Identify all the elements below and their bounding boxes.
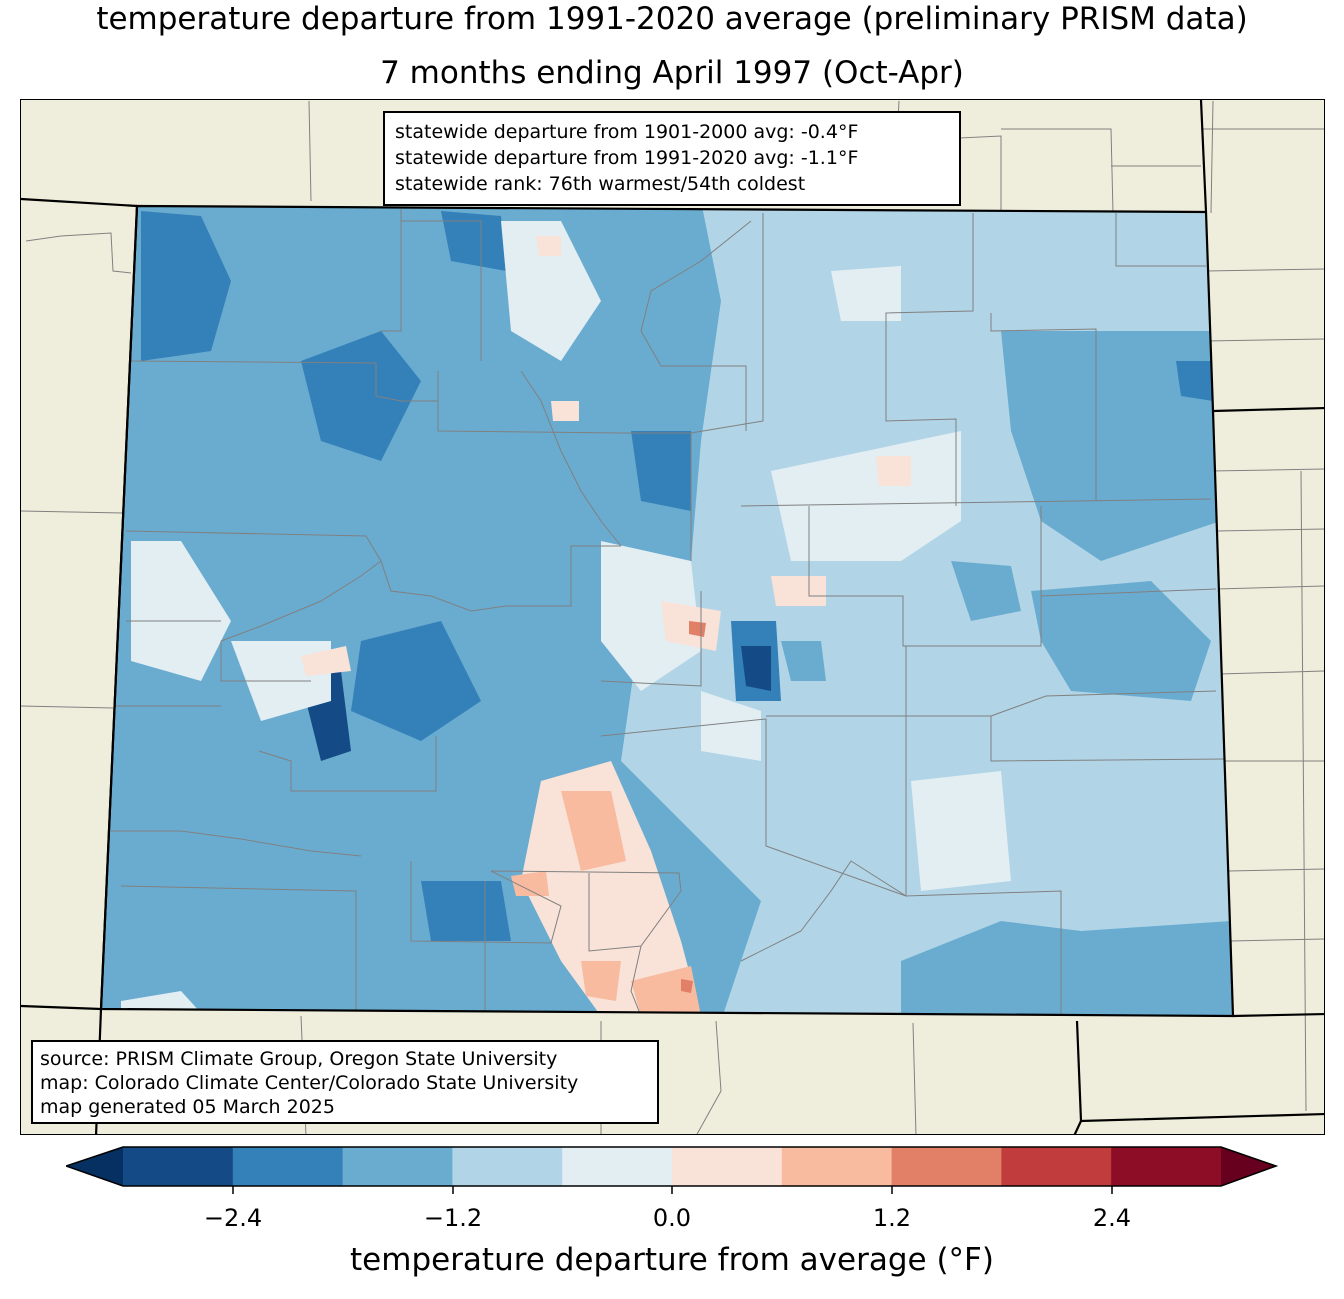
colorbar-bin (891, 1147, 1002, 1186)
stats-line-1: statewide departure from 1901-2000 avg: … (395, 121, 859, 143)
colorbar-bin (1111, 1147, 1222, 1186)
colorbar-tick-label: −1.2 (423, 1204, 483, 1232)
colorbar-under-arrow (66, 1147, 123, 1186)
county-lines (111, 209, 1227, 1016)
colorbar-over-arrow (1221, 1147, 1276, 1186)
colorbar-bin (562, 1147, 673, 1186)
source-box: source: PRISM Climate Group, Oregon Stat… (31, 1040, 659, 1124)
colorbar-tick-label: 0.0 (652, 1204, 692, 1232)
map-title-line2: 7 months ending April 1997 (Oct-Apr) (380, 55, 964, 91)
colorbar-label: temperature departure from average (°F) (350, 1242, 994, 1278)
colorbar-bin (452, 1147, 563, 1186)
statewide-stats-box: statewide departure from 1901-2000 avg: … (383, 111, 961, 206)
source-line-1: source: PRISM Climate Group, Oregon Stat… (40, 1048, 558, 1070)
colorbar-bin (232, 1147, 344, 1186)
stats-line-2: statewide departure from 1991-2020 avg: … (395, 147, 859, 169)
colorado-map (21, 100, 1324, 1134)
colorbar-bin (123, 1147, 234, 1186)
colorbar-tick-label: −2.4 (203, 1204, 263, 1232)
colorbar-tick-label: 1.2 (872, 1204, 912, 1232)
colorbar (66, 1146, 1278, 1194)
colorbar-bin (781, 1147, 893, 1186)
map-title-line1: temperature departure from 1991-2020 ave… (96, 1, 1248, 37)
neighbor-county-lines (21, 100, 1324, 1134)
colorbar-bin (342, 1147, 453, 1186)
colorbar-bin (1001, 1147, 1112, 1186)
colorbar-outline (66, 1146, 1278, 1187)
stats-line-3: statewide rank: 76th warmest/54th coldes… (395, 173, 806, 195)
colorbar-tick-label: 2.4 (1092, 1204, 1132, 1232)
map-panel (20, 99, 1325, 1135)
source-line-2: map: Colorado Climate Center/Colorado St… (40, 1072, 579, 1094)
colorbar-bin (672, 1147, 783, 1186)
temperature-contours (101, 206, 1233, 1016)
source-line-3: map generated 05 March 2025 (40, 1096, 335, 1118)
